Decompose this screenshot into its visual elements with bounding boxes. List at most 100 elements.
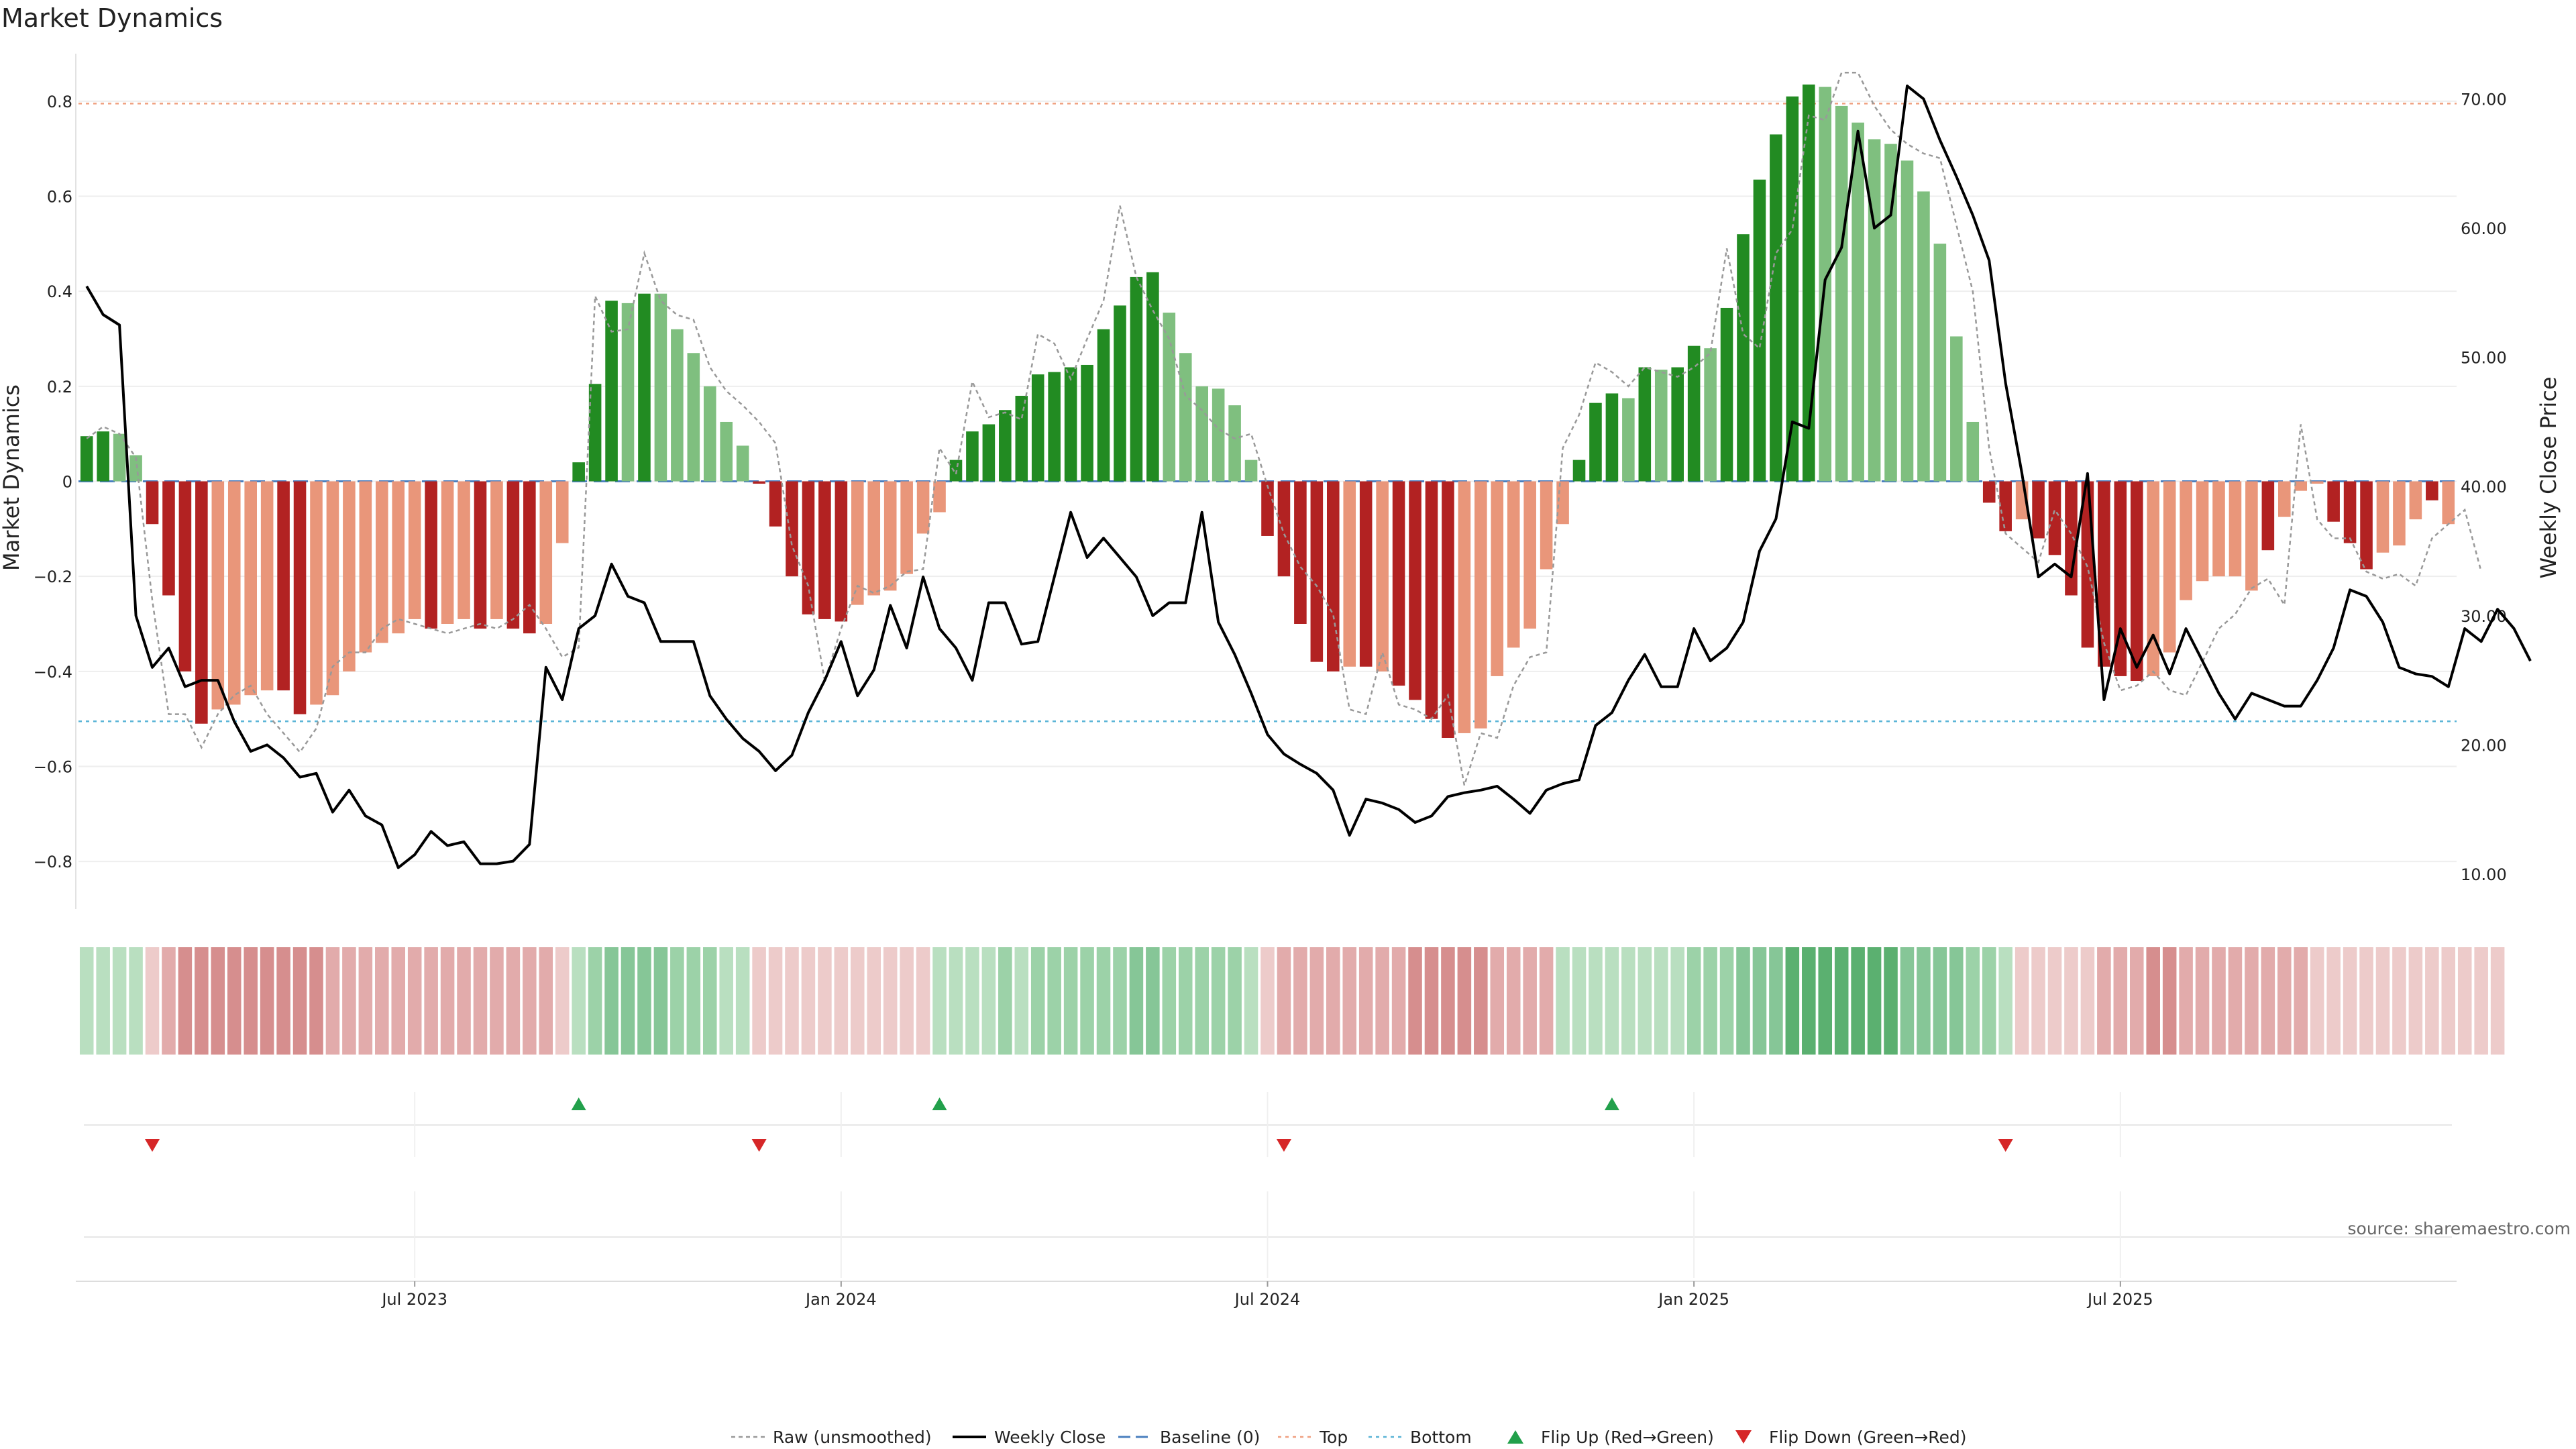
heat-strip-cell — [621, 947, 635, 1055]
heat-strip-cell — [916, 947, 930, 1055]
heat-strip-cell — [965, 947, 979, 1055]
heat-strip-cell — [604, 947, 619, 1055]
heat-strip-cell — [1998, 947, 2012, 1055]
heat-strip-cell — [702, 947, 717, 1055]
histogram-bar — [2310, 481, 2324, 484]
histogram-bar — [2245, 481, 2258, 591]
heat-strip-cell — [2359, 947, 2373, 1055]
heat-strip-cell — [2261, 947, 2275, 1055]
histogram-bar — [1753, 179, 1766, 482]
heat-strip-cell — [998, 947, 1012, 1055]
histogram-bar — [2278, 481, 2291, 517]
x-tick-label: Jan 2025 — [1657, 1290, 1729, 1309]
heat-strip-cell — [818, 947, 832, 1055]
histogram-bar — [1950, 336, 1963, 482]
heat-strip-cell — [1621, 947, 1635, 1055]
heat-strip-cell — [785, 947, 799, 1055]
legend: Raw (unsmoothed) Weekly Close Baseline (0)… — [731, 1428, 1967, 1447]
heat-strip-cell — [1490, 947, 1505, 1055]
heat-strip-cell — [1506, 947, 1521, 1055]
y-axis-label-left: Market Dynamics — [0, 384, 24, 571]
histogram-bar — [1900, 160, 1914, 482]
histogram-bar — [786, 481, 798, 577]
histogram-bar — [1540, 481, 1553, 570]
heat-strip-cell — [1063, 947, 1078, 1055]
histogram-bar — [2261, 481, 2275, 551]
heat-strip-cell — [1030, 947, 1045, 1055]
heat-strip-cell — [129, 947, 143, 1055]
histogram-bar — [2130, 481, 2143, 681]
heat-strip-cell — [834, 947, 849, 1055]
heat-strip-cell — [637, 947, 651, 1055]
histogram-bar — [2393, 481, 2406, 546]
y-tick-label-left: −0.8 — [34, 853, 72, 871]
heat-strip-cell — [2162, 947, 2177, 1055]
raw-unsmoothed-line — [86, 72, 2482, 786]
histogram-bar — [703, 386, 716, 482]
legend-swatch — [1735, 1430, 1752, 1444]
histogram-bar — [1737, 234, 1750, 482]
histogram-bar — [260, 481, 274, 691]
y-tick-label-left: 0.2 — [47, 378, 72, 396]
histogram-bar — [1244, 460, 1258, 482]
y-tick-label-right: 30.00 — [2461, 607, 2507, 626]
heat-strip-cell — [1589, 947, 1603, 1055]
y-tick-label-left: 0.6 — [47, 188, 72, 207]
heat-strip-cell — [1818, 947, 1833, 1055]
legend-swatch — [1507, 1430, 1523, 1444]
histogram-bar — [80, 436, 93, 482]
heat-strip-cell — [2441, 947, 2456, 1055]
histogram-bar — [1622, 398, 1635, 482]
heat-strip-cell — [1211, 947, 1226, 1055]
heat-strip-cell — [145, 947, 160, 1055]
heat-strip-cell — [440, 947, 455, 1055]
histogram-bar — [1442, 481, 1454, 738]
histogram-bar — [146, 481, 159, 525]
histogram-bar — [1392, 481, 1405, 686]
histogram-bar — [1917, 191, 1930, 482]
heat-strip-cell — [670, 947, 684, 1055]
heat-strip-cell — [572, 947, 586, 1055]
heat-strip-cell — [523, 947, 537, 1055]
heat-strip-cell — [195, 947, 209, 1055]
heat-strip-cell — [1719, 947, 1734, 1055]
heat-strip-cell — [2228, 947, 2243, 1055]
heat-strip-cell — [2277, 947, 2292, 1055]
histogram-bar — [2376, 481, 2390, 553]
histogram-bar — [654, 293, 667, 482]
histogram-bar — [1146, 272, 1159, 482]
heat-strip-cell — [178, 947, 193, 1055]
histogram-bar — [1704, 348, 1717, 482]
heat-strip-cell — [391, 947, 406, 1055]
histogram-bar — [1228, 405, 1241, 482]
histogram-bar — [490, 481, 503, 619]
histogram-bar — [1064, 367, 1077, 482]
heat-strip-cell — [2294, 947, 2308, 1055]
heat-strip-cell — [1358, 947, 1373, 1055]
heat-strip-cell — [2031, 947, 2045, 1055]
heat-strip-cell — [2425, 947, 2439, 1055]
histogram-bar — [1851, 122, 1864, 482]
histogram-bar — [1359, 481, 1373, 667]
histogram-bar — [818, 481, 831, 619]
histogram-bar — [113, 433, 126, 482]
heat-strip-cell — [1113, 947, 1127, 1055]
histogram-bar — [359, 481, 372, 653]
histogram-bar — [1803, 85, 1815, 482]
heat-strip-cell — [1195, 947, 1209, 1055]
heat-strip-cell — [851, 947, 865, 1055]
heat-strip-cell — [1539, 947, 1554, 1055]
weekly-close-line — [85, 85, 2532, 869]
histogram-bar — [1491, 481, 1504, 676]
heat-strip-cell — [1326, 947, 1340, 1055]
heat-strip-cell — [2195, 947, 2210, 1055]
heat-strip-cell — [1982, 947, 1996, 1055]
histogram-bar — [1277, 481, 1291, 577]
heat-strip-cell — [1736, 947, 1750, 1055]
heat-strip-cell — [162, 947, 176, 1055]
histogram-bar — [982, 424, 996, 482]
right-y-axis: 70.00 60.00 50.00 40.00 30.00 20.00 10.00 — [2461, 90, 2507, 884]
histogram-bar — [1212, 388, 1225, 482]
histogram-bar — [1605, 393, 1619, 482]
histogram-bar — [1999, 481, 2012, 531]
